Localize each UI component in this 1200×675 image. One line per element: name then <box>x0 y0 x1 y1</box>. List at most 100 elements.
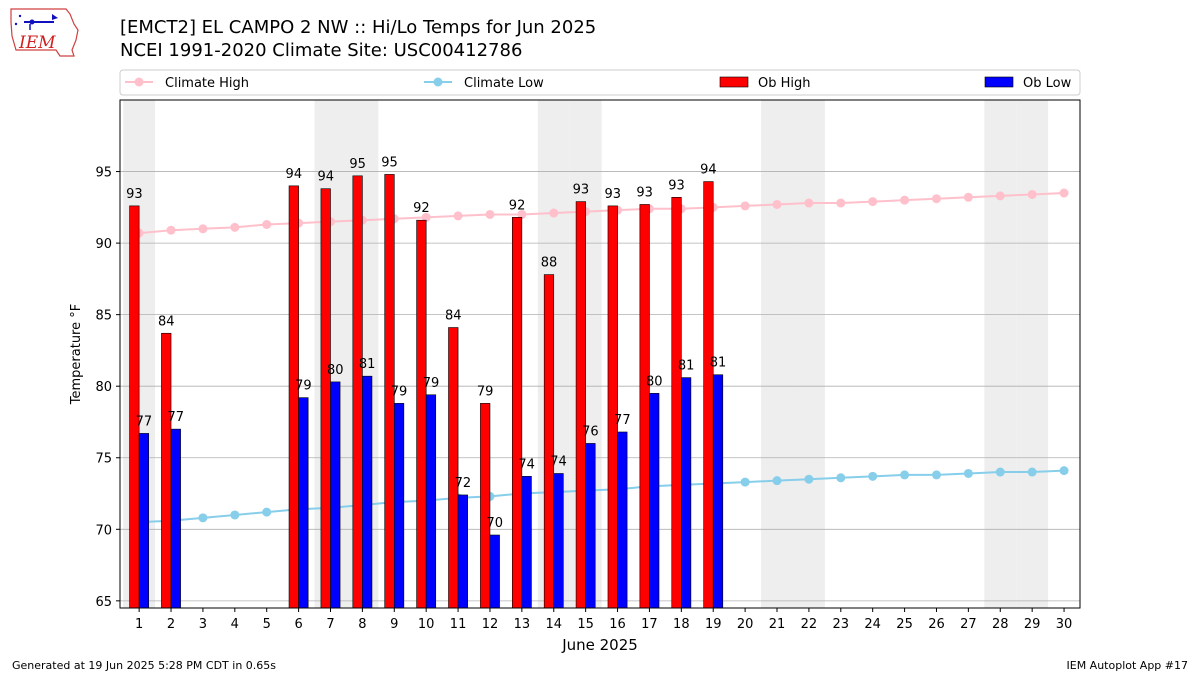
x-tick-label-6: 6 <box>294 617 302 632</box>
ob-high-label-2: 84 <box>158 314 175 329</box>
y-tick-label-85: 85 <box>95 309 112 324</box>
ob-high-label-10: 92 <box>413 201 430 216</box>
ob-high-label-11: 84 <box>445 309 462 324</box>
ob-low-bar-12 <box>489 534 500 609</box>
ob-high-bar-11 <box>448 327 459 609</box>
x-tick-label-18: 18 <box>673 617 690 632</box>
ob-low-label-13: 74 <box>518 457 535 472</box>
ob-high-bar-19 <box>703 181 714 609</box>
x-tick-label-1: 1 <box>135 617 143 632</box>
ob-high-legend-label: Ob High <box>758 76 811 91</box>
ob-low-bar-1 <box>138 433 150 609</box>
ob-high-label-18: 93 <box>668 178 685 193</box>
ob-low-bar-11 <box>457 494 468 609</box>
ob-high-bar-6 <box>288 185 299 609</box>
climate-low-point-23 <box>836 473 846 483</box>
ob-low-label-19: 81 <box>710 356 727 371</box>
climate-high-point-27 <box>963 192 973 202</box>
climate-high-point-12 <box>485 209 495 219</box>
x-tick-label-17: 17 <box>641 617 658 632</box>
ob-low-bar-7 <box>330 381 341 609</box>
y-axis-label: Temperature °F <box>69 304 84 405</box>
x-tick-label-28: 28 <box>992 617 1009 632</box>
x-tick-label-2: 2 <box>167 617 175 632</box>
ob-high-bar-18 <box>671 197 682 609</box>
ob-low-label-17: 80 <box>646 374 663 389</box>
y-tick-label-95: 95 <box>95 166 112 181</box>
ob-high-bar-13 <box>511 217 523 609</box>
climate-high-point-13 <box>517 209 527 219</box>
climate-high-point-20 <box>740 201 750 211</box>
x-tick-label-21: 21 <box>769 617 786 632</box>
ob-high-label-15: 93 <box>573 183 590 198</box>
ob-low-bar-9 <box>393 403 405 609</box>
climate-high-point-2 <box>166 225 176 235</box>
climate-high-legend-marker <box>134 77 144 87</box>
plot-frame <box>119 99 1081 609</box>
ob-low-label-15: 76 <box>582 424 599 439</box>
x-tick-label-15: 15 <box>577 617 594 632</box>
climate-low-point-21 <box>772 476 782 486</box>
ob-low-label-7: 80 <box>327 363 344 378</box>
x-tick-label-13: 13 <box>514 617 531 632</box>
climate-high-point-10 <box>421 212 431 222</box>
climate-low-point-25 <box>900 470 910 480</box>
ob-high-label-7: 94 <box>317 170 334 185</box>
x-tick-label-7: 7 <box>326 617 334 632</box>
y-tick-label-70: 70 <box>95 523 112 538</box>
ob-low-bar-14 <box>553 473 564 609</box>
ob-low-bar-15 <box>585 443 596 609</box>
ob-low-legend-label: Ob Low <box>1023 76 1072 91</box>
weekend-shade-21 <box>761 100 793 608</box>
x-tick-label-25: 25 <box>896 617 913 632</box>
ob-high-bar-8 <box>352 175 363 609</box>
ob-low-bar-8 <box>362 375 373 609</box>
ob-high-bar-10 <box>416 219 427 609</box>
x-tick-label-5: 5 <box>263 617 271 632</box>
ob-low-bar-17 <box>649 393 660 609</box>
x-tick-label-22: 22 <box>801 617 818 632</box>
ob-high-legend-swatch <box>719 76 749 88</box>
climate-low-legend-label: Climate Low <box>464 76 544 91</box>
ob-high-bar-1 <box>129 205 140 609</box>
ob-high-bar-17 <box>639 204 650 609</box>
ob-low-label-18: 81 <box>678 359 695 374</box>
ob-high-bar-12 <box>480 403 491 609</box>
ob-high-label-19: 94 <box>700 163 717 178</box>
x-tick-label-27: 27 <box>960 617 977 632</box>
ob-low-label-11: 72 <box>455 476 472 491</box>
ob-low-label-2: 77 <box>168 410 185 425</box>
ob-low-label-9: 79 <box>391 384 408 399</box>
climate-low-point-3 <box>198 513 208 523</box>
ob-high-label-8: 95 <box>349 157 366 172</box>
ob-low-label-14: 74 <box>550 454 567 469</box>
ob-low-label-6: 79 <box>295 379 312 394</box>
climate-low-point-24 <box>868 471 878 481</box>
climate-low-point-22 <box>804 474 814 484</box>
x-tick-label-3: 3 <box>199 617 207 632</box>
ob-low-legend-swatch <box>984 76 1014 88</box>
climate-high-point-28 <box>995 191 1005 201</box>
x-tick-label-30: 30 <box>1056 617 1073 632</box>
climate-high-point-29 <box>1027 189 1037 199</box>
climate-low-point-28 <box>995 467 1005 477</box>
chart-subtitle: NCEI 1991-2020 Climate Site: USC00412786 <box>120 40 523 61</box>
ob-high-label-6: 94 <box>286 167 303 182</box>
climate-high-legend-label: Climate High <box>165 76 249 91</box>
x-tick-label-16: 16 <box>609 617 626 632</box>
ob-high-label-13: 92 <box>509 198 526 213</box>
app-footer: IEM Autoplot App #17 <box>1066 659 1189 672</box>
x-axis-label: June 2025 <box>561 636 638 654</box>
ob-high-bar-14 <box>543 274 555 609</box>
climate-low-point-30 <box>1059 466 1069 476</box>
ob-high-bar-7 <box>320 188 331 609</box>
ob-low-bar-16 <box>617 431 628 609</box>
climate-high-point-5 <box>262 219 272 229</box>
climate-low-point-5 <box>262 507 272 517</box>
x-tick-label-29: 29 <box>1024 617 1041 632</box>
y-tick-label-80: 80 <box>95 380 112 395</box>
ob-low-bar-19 <box>712 374 724 609</box>
climate-low-point-4 <box>230 510 240 520</box>
ob-low-bar-13 <box>521 476 532 609</box>
climate-low-point-27 <box>963 468 973 478</box>
